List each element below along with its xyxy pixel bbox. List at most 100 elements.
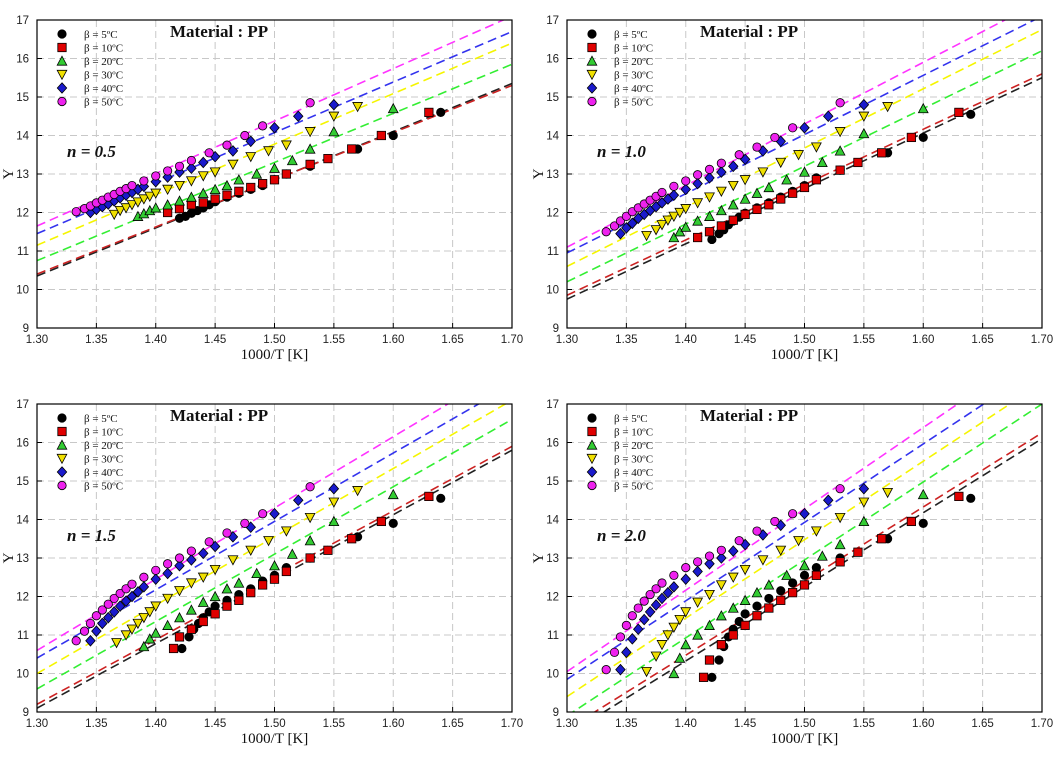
data-point (799, 122, 810, 134)
plot-frame (566, 403, 1043, 713)
data-point (269, 574, 280, 584)
legend-marker-1 (587, 29, 597, 39)
y-tick-label: 14 (16, 515, 29, 527)
data-point (788, 188, 798, 198)
data-point (97, 605, 107, 615)
data-point (286, 548, 298, 559)
data-point (799, 166, 810, 177)
data-point (71, 207, 81, 217)
legend-label-4: β = 30ºC (84, 454, 123, 466)
x-tick-label: 1.70 (501, 718, 523, 730)
data-point (174, 195, 185, 206)
data-point (692, 198, 704, 209)
data-point (138, 581, 150, 593)
legend-label-1: β = 5ºC (614, 29, 648, 41)
data-point (97, 617, 108, 630)
legend-marker-3 (586, 55, 598, 66)
data-point (680, 638, 692, 650)
y-tick-label: 9 (23, 323, 29, 335)
legend-label-5: β = 40ºC (614, 467, 653, 479)
data-point (615, 663, 626, 676)
data-point (79, 626, 90, 636)
data-point (347, 144, 357, 154)
x-tick-label: 1.65 (441, 334, 463, 346)
data-point (681, 563, 691, 573)
data-point (882, 487, 894, 499)
data-point (633, 603, 643, 613)
data-point (150, 175, 161, 188)
data-point (263, 536, 275, 547)
data-point (210, 601, 220, 611)
data-point (120, 595, 132, 607)
data-point (770, 132, 780, 143)
legend-marker-6 (587, 96, 597, 107)
data-point (650, 599, 662, 611)
y-tick-label: 11 (547, 246, 559, 258)
data-point (692, 629, 704, 640)
data-point (251, 567, 263, 578)
data-point (639, 596, 649, 606)
data-point (185, 578, 197, 589)
data-point (641, 666, 653, 678)
legend-marker-1 (587, 413, 597, 423)
y-tick-label: 16 (546, 54, 559, 66)
data-point (150, 627, 162, 638)
x-tick-label: 1.35 (615, 718, 637, 730)
x-tick-label: 1.30 (556, 334, 578, 346)
data-point (641, 230, 653, 242)
data-point (835, 98, 845, 108)
data-point (704, 557, 715, 570)
data-point (204, 537, 214, 547)
data-point (966, 493, 976, 503)
y-tick-label: 11 (547, 630, 559, 642)
legend-label-3: β = 20ºC (84, 56, 123, 68)
legend-marker-5 (56, 466, 68, 478)
data-point (764, 603, 774, 613)
data-point (234, 186, 244, 196)
y-tick-label: 17 (546, 15, 559, 27)
data-point (651, 584, 661, 594)
data-point (174, 632, 185, 642)
data-point (71, 636, 81, 646)
data-point (108, 209, 120, 221)
data-point (740, 209, 750, 220)
y-tick-label: 14 (546, 515, 559, 527)
data-point (704, 210, 715, 221)
data-point (728, 545, 739, 557)
data-point (668, 667, 680, 679)
data-point (269, 560, 280, 571)
data-point (127, 579, 137, 589)
data-point (197, 171, 209, 182)
series-4 (108, 102, 364, 221)
data-point (186, 624, 196, 634)
data-point (763, 181, 775, 193)
data-point (811, 175, 821, 185)
data-point (198, 156, 209, 169)
data-point (258, 509, 268, 519)
data-point (281, 169, 291, 179)
data-point (739, 175, 751, 186)
data-point (621, 646, 632, 659)
data-point (645, 589, 655, 600)
fit-line-3 (37, 63, 512, 262)
data-point (662, 586, 674, 599)
data-point (615, 632, 626, 642)
data-point (816, 156, 828, 168)
data-point (668, 211, 680, 222)
data-point (739, 193, 751, 204)
n-label: n = 2.0 (597, 526, 646, 545)
data-point (621, 620, 631, 630)
data-point (227, 145, 239, 157)
series-6 (71, 482, 315, 646)
data-point (707, 234, 717, 245)
data-point (185, 604, 197, 615)
data-point (269, 122, 280, 134)
y-axis-label: Y (531, 552, 547, 563)
data-point (328, 482, 340, 495)
y-tick-label: 11 (17, 246, 29, 258)
data-point (727, 572, 739, 583)
data-point (727, 199, 739, 210)
data-point (954, 107, 964, 117)
y-tick-label: 12 (546, 592, 559, 604)
data-point (222, 601, 232, 611)
